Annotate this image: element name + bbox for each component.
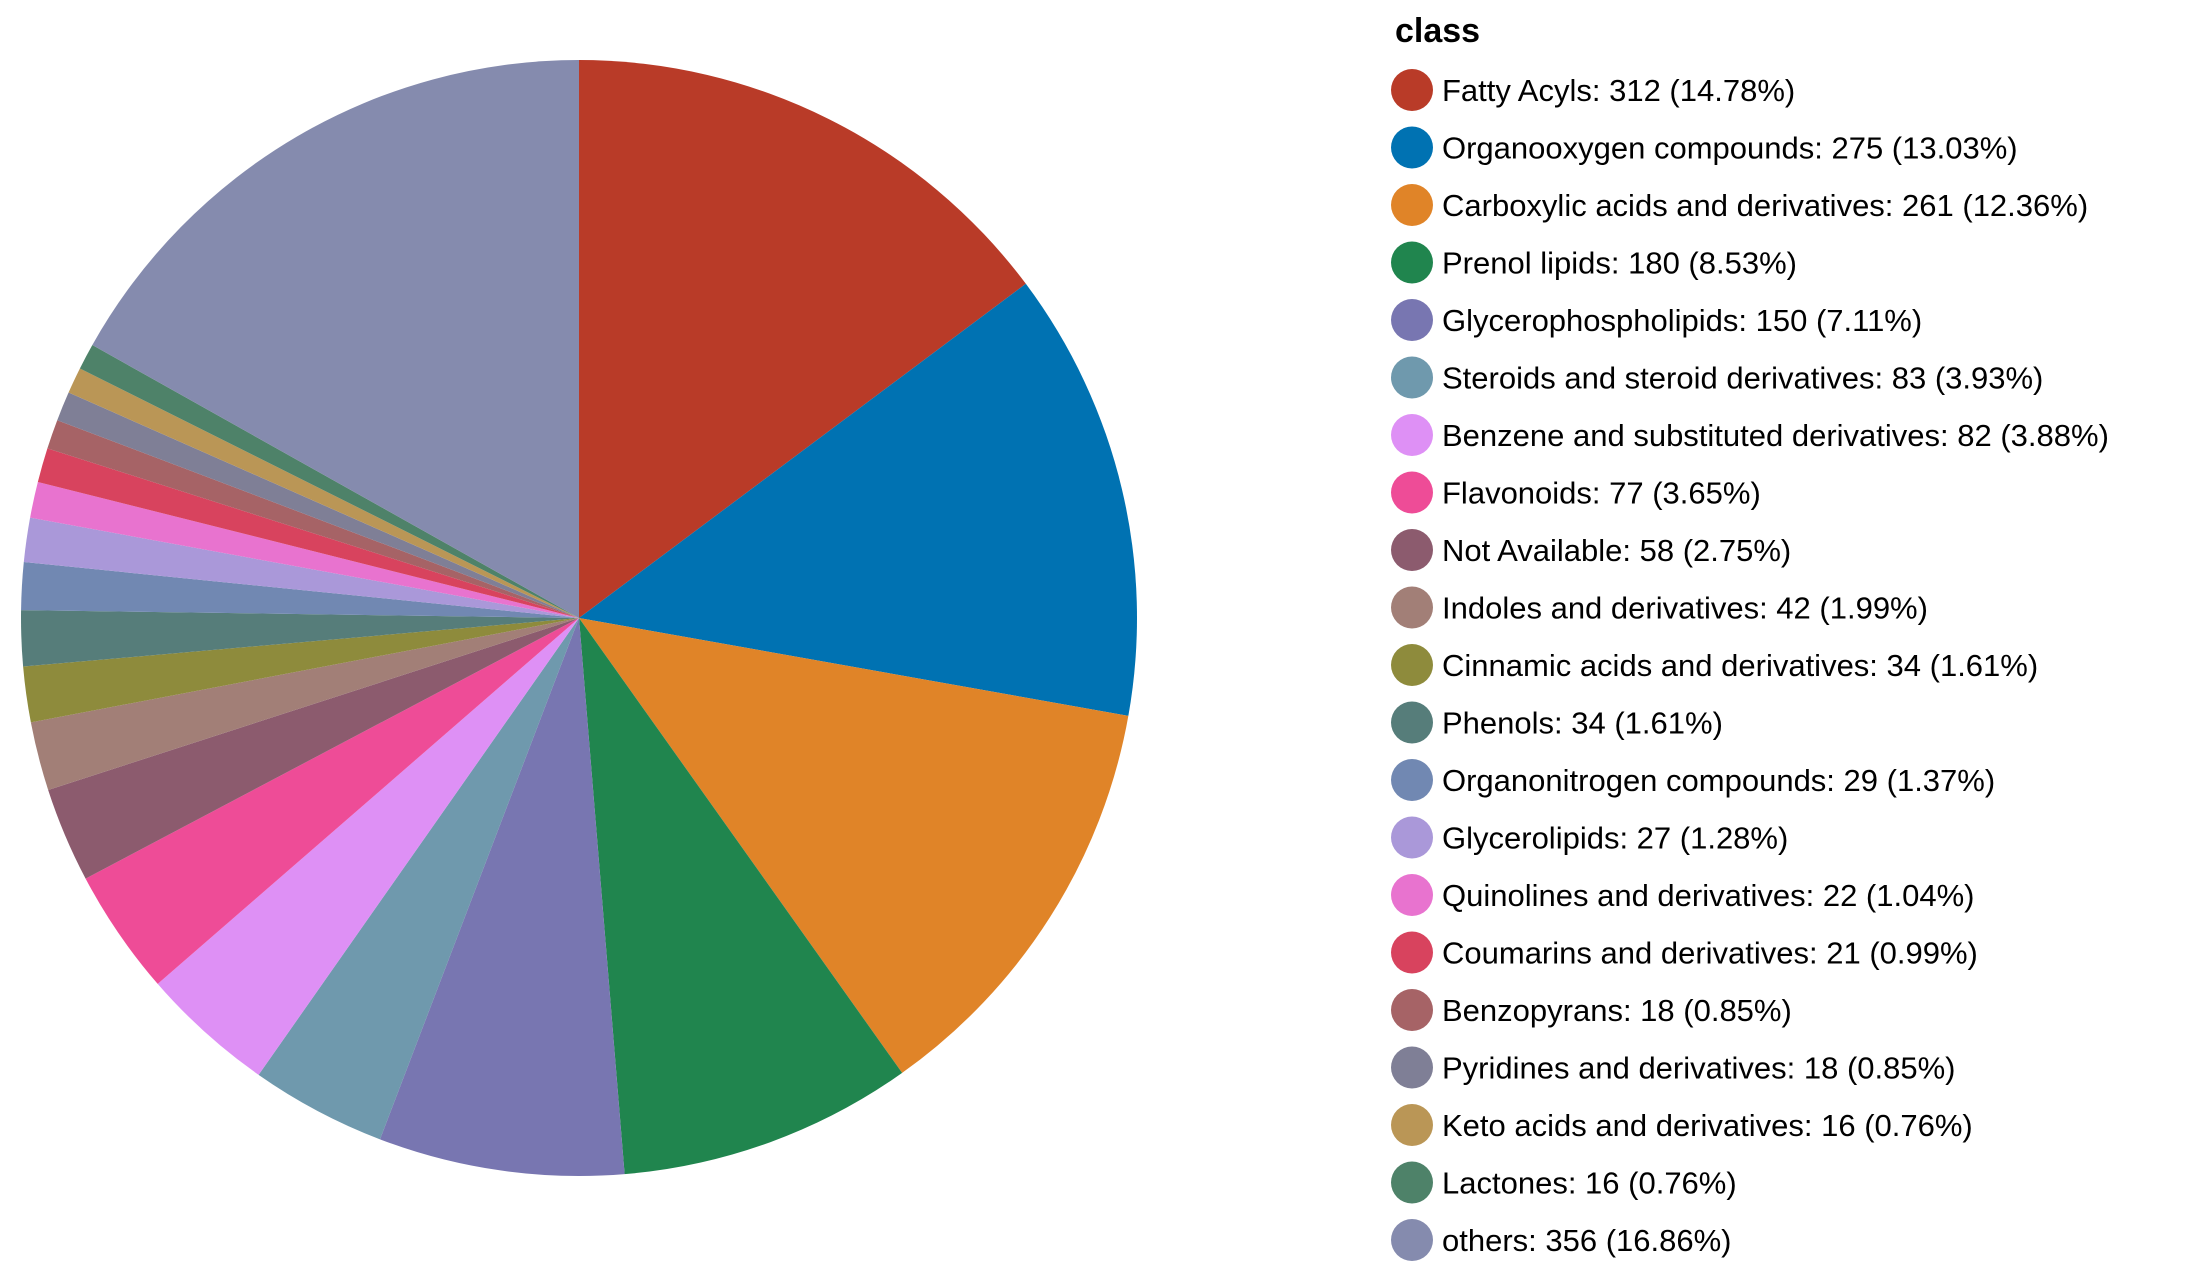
legend-title: class: [1395, 12, 1480, 50]
legend-key: [1391, 586, 1433, 629]
pie-slice-benzopyrans: [47, 420, 579, 618]
pie-slice-phenols: [21, 610, 579, 667]
legend-item-others: others: 356 (16.86%): [1391, 1219, 1732, 1261]
legend-item-carboxylic-acids-and-derivatives: Carboxylic acids and derivatives: 261 (1…: [1391, 184, 2088, 226]
legend-item-phenols: Phenols: 34 (1.61%): [1391, 701, 1723, 744]
legend-label: Indoles and derivatives: 42 (1.99%): [1442, 591, 1928, 626]
legend-item-benzene-and-substituted-derivatives: Benzene and substituted derivatives: 82 …: [1391, 414, 2109, 456]
legend-label: Glycerophospholipids: 150 (7.11%): [1442, 303, 1922, 338]
legend-label: Coumarins and derivatives: 21 (0.99%): [1442, 936, 1978, 971]
legend-item-glycerolipids: Glycerolipids: 27 (1.28%): [1391, 816, 1788, 859]
legend-key: [1391, 644, 1433, 686]
legend-label: Organonitrogen compounds: 29 (1.37%): [1442, 763, 1995, 798]
legend-label: others: 356 (16.86%): [1442, 1223, 1732, 1258]
legend-key: [1391, 931, 1433, 974]
legend-item-flavonoids: Flavonoids: 77 (3.65%): [1391, 471, 1761, 514]
legend-label: Flavonoids: 77 (3.65%): [1442, 476, 1761, 511]
legend-items: Fatty Acyls: 312 (14.78%) Organooxygen co…: [1391, 69, 2109, 1261]
pie-slice-benzene-and-substituted-derivatives: [157, 618, 579, 1075]
legend-key: [1391, 414, 1433, 456]
legend-item-not-available: Not Available: 58 (2.75%): [1391, 529, 1791, 571]
legend-key: [1391, 471, 1433, 514]
legend-label: Pyridines and derivatives: 18 (0.85%): [1442, 1051, 1955, 1086]
legend-label: Cinnamic acids and derivatives: 34 (1.61…: [1442, 648, 2038, 683]
pie-slice-carboxylic-acids-and-derivatives: [579, 618, 1129, 1073]
legend-item-lactones: Lactones: 16 (0.76%): [1391, 1161, 1737, 1204]
legend-key: [1391, 69, 1433, 111]
legend-key: [1391, 1161, 1433, 1204]
pie-slice-fatty-acyls: [579, 60, 1026, 618]
legend-label: Benzopyrans: 18 (0.85%): [1442, 993, 1792, 1028]
pie-slice-indoles-and-derivatives: [30, 618, 580, 790]
legend-key: [1391, 1219, 1433, 1261]
legend-label: Lactones: 16 (0.76%): [1442, 1166, 1737, 1201]
pie-slice-coumarins-and-derivatives: [37, 448, 579, 618]
pie-slice-others: [92, 60, 579, 618]
legend-key: [1391, 701, 1433, 744]
legend-label: Keto acids and derivatives: 16 (0.76%): [1442, 1108, 1973, 1143]
legend-item-coumarins-and-derivatives: Coumarins and derivatives: 21 (0.99%): [1391, 931, 1978, 974]
legend-key: [1391, 874, 1433, 916]
pie-slice-organonitrogen-compounds: [21, 562, 580, 618]
legend-item-indoles-and-derivatives: Indoles and derivatives: 42 (1.99%): [1391, 586, 1928, 629]
legend-item-cinnamic-acids-and-derivatives: Cinnamic acids and derivatives: 34 (1.61…: [1391, 644, 2038, 686]
legend-key: [1391, 1104, 1433, 1146]
pie-slices: [21, 60, 1138, 1176]
legend-label: Not Available: 58 (2.75%): [1442, 533, 1791, 568]
legend-item-organonitrogen-compounds: Organonitrogen compounds: 29 (1.37%): [1391, 759, 1995, 801]
legend-item-keto-acids-and-derivatives: Keto acids and derivatives: 16 (0.76%): [1391, 1104, 1973, 1146]
pie-slice-flavonoids: [85, 618, 579, 984]
legend-item-quinolines-and-derivatives: Quinolines and derivatives: 22 (1.04%): [1391, 874, 1974, 916]
legend-label: Quinolines and derivatives: 22 (1.04%): [1442, 878, 1974, 913]
legend-item-steroids-and-steroid-derivatives: Steroids and steroid derivatives: 83 (3.…: [1391, 356, 2043, 399]
legend-key: [1391, 529, 1433, 571]
legend-key: [1391, 989, 1433, 1031]
pie-slice-cinnamic-acids-and-derivatives: [23, 618, 580, 723]
legend-label: Steroids and steroid derivatives: 83 (3.…: [1442, 361, 2043, 396]
legend-item-glycerophospholipids: Glycerophospholipids: 150 (7.11%): [1391, 299, 1922, 341]
pie-slice-organooxygen-compounds: [579, 283, 1138, 716]
legend-item-prenol-lipids: Prenol lipids: 180 (8.53%): [1391, 241, 1797, 284]
legend-key: [1391, 1046, 1433, 1089]
legend-label: Organooxygen compounds: 275 (13.03%): [1442, 131, 2018, 166]
legend-key: [1391, 759, 1433, 801]
pie-slice-lactones: [79, 345, 579, 618]
pie-slice-steroids-and-steroid-derivatives: [258, 618, 579, 1140]
pie-slice-pyridines-and-derivatives: [57, 392, 580, 618]
legend-item-pyridines-and-derivatives: Pyridines and derivatives: 18 (0.85%): [1391, 1046, 1955, 1089]
legend-key: [1391, 816, 1433, 859]
pie-slice-not-available: [48, 618, 580, 879]
legend-key: [1391, 356, 1433, 399]
legend-label: Fatty Acyls: 312 (14.78%): [1442, 73, 1795, 108]
legend-label: Carboxylic acids and derivatives: 261 (1…: [1442, 188, 2088, 223]
legend-label: Phenols: 34 (1.61%): [1442, 706, 1723, 741]
legend-label: Prenol lipids: 180 (8.53%): [1442, 246, 1797, 281]
legend-item-fatty-acyls: Fatty Acyls: 312 (14.78%): [1391, 69, 1795, 111]
legend-item-organooxygen-compounds: Organooxygen compounds: 275 (13.03%): [1391, 126, 2018, 169]
pie-slice-glycerophospholipids: [380, 618, 625, 1176]
legend-key: [1391, 299, 1433, 341]
legend-key: [1391, 126, 1433, 169]
legend-key: [1391, 241, 1433, 284]
legend-key: [1391, 184, 1433, 226]
legend: class Fatty Acyls: 312 (14.78%) Organooxy…: [1391, 12, 2109, 1261]
pie-slice-quinolines-and-derivatives: [30, 481, 580, 618]
legend-item-benzopyrans: Benzopyrans: 18 (0.85%): [1391, 989, 1792, 1031]
pie-slice-prenol-lipids: [579, 618, 903, 1175]
pie-slice-glycerolipids: [23, 517, 580, 618]
legend-label: Benzene and substituted derivatives: 82 …: [1442, 418, 2109, 453]
legend-label: Glycerolipids: 27 (1.28%): [1442, 821, 1788, 856]
pie-slice-keto-acids-and-derivatives: [68, 368, 579, 618]
